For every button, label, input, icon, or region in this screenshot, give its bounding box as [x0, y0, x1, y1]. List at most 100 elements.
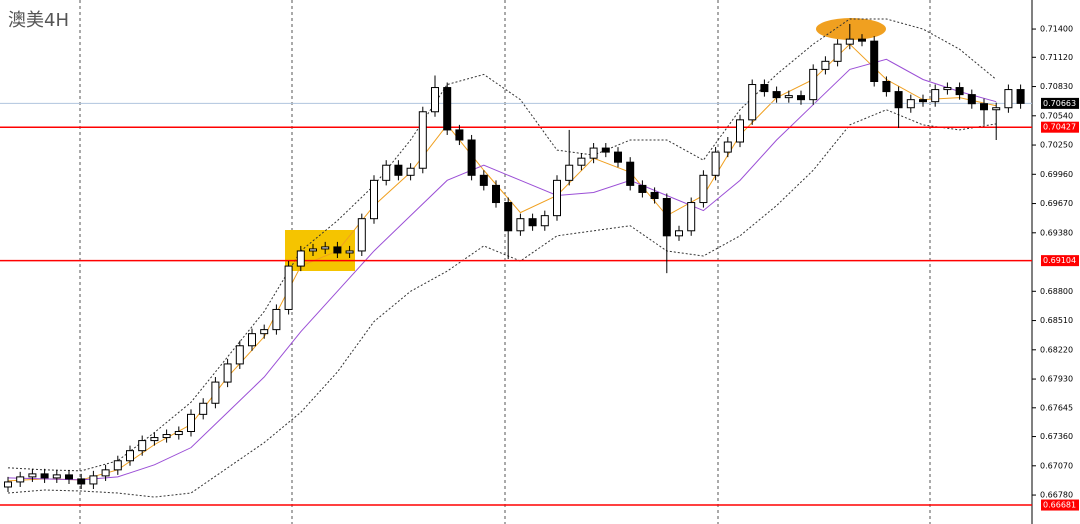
candle-body [931, 89, 940, 103]
candle-body [845, 38, 854, 45]
candle-body [101, 469, 110, 477]
candle-body [211, 381, 220, 404]
candle-body [662, 198, 671, 237]
level-line-label: 0.70427 [1043, 123, 1076, 132]
candle-body [601, 147, 610, 153]
y-tick-label: 0.68220 [1040, 345, 1073, 354]
indicator-line [7, 18, 997, 472]
candle-body [638, 184, 647, 193]
candle-body [479, 174, 488, 186]
candle-body [882, 80, 891, 93]
y-tick-label: 0.67070 [1040, 461, 1073, 470]
candle-body [748, 84, 757, 121]
candle-body [821, 60, 830, 70]
candle-body [443, 87, 452, 131]
candle-body [357, 218, 366, 252]
candle-body [40, 473, 49, 479]
candle-body [235, 345, 244, 365]
candle-body [321, 246, 330, 250]
candle-body [418, 111, 427, 169]
candle-body [65, 474, 73, 480]
y-tick-label: 0.70250 [1040, 141, 1073, 150]
candle-body [370, 179, 378, 220]
candle-body [16, 476, 25, 483]
candle-body [614, 151, 622, 163]
candle-body [77, 478, 86, 485]
y-tick-label: 0.69380 [1040, 228, 1073, 237]
candle-body [309, 248, 317, 252]
indicator-line [7, 43, 997, 482]
candle-body [784, 95, 793, 99]
candle-body [650, 191, 659, 200]
y-tick-label: 0.71120 [1040, 53, 1073, 62]
candle-body [89, 475, 98, 485]
candle-body [1016, 89, 1025, 104]
current-price-line-label: 0.70663 [1043, 99, 1076, 108]
y-tick-label: 0.70540 [1040, 111, 1073, 120]
candle-body [113, 460, 122, 471]
candle-body [394, 164, 403, 176]
candle-body [943, 87, 952, 91]
highlight-ellipse [816, 18, 886, 40]
candle-body [553, 179, 561, 217]
candle-body [492, 184, 500, 204]
candle-body [162, 434, 171, 439]
candle-body [870, 40, 879, 82]
candle-body [894, 91, 903, 109]
candle-body [284, 265, 293, 310]
candle-body [736, 119, 744, 143]
candle-body [467, 139, 476, 176]
candle-body [626, 161, 635, 186]
candle-body [577, 157, 586, 166]
level-line-tag [1041, 121, 1079, 133]
y-tick-label: 0.71400 [1040, 25, 1073, 34]
candle-body [199, 402, 208, 415]
current-price-line-tag [1041, 97, 1079, 109]
y-tick-label: 0.67645 [1040, 403, 1073, 412]
indicator-line [7, 109, 997, 498]
candle-body [528, 218, 537, 227]
candle-body [809, 68, 818, 101]
candle-body [333, 246, 342, 254]
candle-body [260, 329, 269, 335]
indicator-line [7, 58, 997, 481]
candle-body [516, 218, 525, 232]
candle-body [858, 38, 866, 42]
candle-body [52, 474, 61, 479]
candle-body [431, 87, 439, 113]
candle-body [992, 107, 1001, 111]
candle-body [138, 440, 147, 452]
candle-body [687, 202, 696, 232]
candle-body [150, 437, 159, 442]
candle-body [406, 167, 415, 176]
candle-body [967, 94, 976, 105]
candle-body [565, 164, 574, 181]
candle-body [126, 450, 134, 462]
candle-body [711, 151, 720, 176]
candle-body [760, 84, 769, 93]
candle-body [797, 95, 805, 101]
y-tick-label: 0.68800 [1040, 287, 1073, 296]
candle-body [980, 103, 988, 111]
candle-body [675, 230, 683, 237]
level-line-label: 0.66681 [1043, 501, 1076, 510]
y-tick-label: 0.70830 [1040, 82, 1073, 91]
candle-body [1004, 89, 1013, 109]
candle-body [906, 99, 915, 109]
candle-body [174, 431, 183, 436]
candle-body [919, 99, 927, 103]
candle-body [296, 250, 305, 267]
candle-body [382, 164, 391, 181]
chart-title: 澳美4H [8, 10, 69, 31]
candle-body [455, 129, 464, 141]
highlight-box [285, 230, 355, 271]
y-tick-label: 0.67360 [1040, 432, 1073, 441]
candle-body [955, 87, 964, 96]
y-tick-label: 0.66780 [1040, 491, 1073, 500]
y-tick-label: 0.69670 [1040, 199, 1073, 208]
candle-body [272, 308, 281, 331]
candle-body [540, 215, 549, 227]
level-line-tag [1041, 255, 1079, 267]
